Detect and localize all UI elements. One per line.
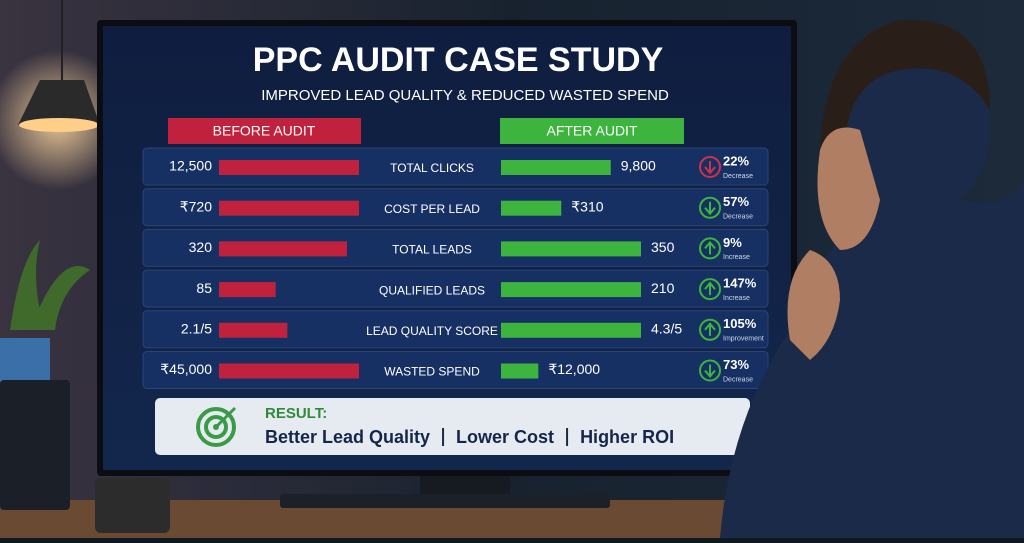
bar [219, 200, 359, 216]
change-arrow [704, 201, 716, 216]
change-note: Increase [723, 295, 750, 302]
lamp-bulb [19, 118, 99, 132]
plant [10, 240, 90, 330]
legend-label: AFTER AUDIT [546, 123, 637, 139]
after-label: 4.3/5 [651, 321, 682, 337]
subtitle: IMPROVED LEAD QUALITY & REDUCED WASTED S… [261, 87, 669, 104]
change-icon [699, 359, 721, 382]
change-icon [699, 278, 721, 301]
result-box [155, 398, 750, 455]
lamp-shade [18, 80, 100, 125]
before-label: 2.1/5 [181, 321, 212, 337]
legend-swatch [168, 118, 361, 144]
bar [219, 363, 359, 379]
category-label: TOTAL CLICKS [390, 161, 474, 175]
before-label: 85 [196, 280, 212, 296]
change-label: 73% [723, 357, 749, 372]
change-label: 22% [723, 153, 749, 168]
change-note: Decrease [723, 173, 753, 180]
plot: BEFORE AUDIT AFTER AUDIT TOTAL CLICKS 12,50… [142, 118, 769, 389]
category-label: COST PER LEAD [384, 202, 480, 216]
monitor-base [280, 494, 610, 508]
bar [501, 363, 539, 379]
category-label: LEAD QUALITY SCORE [366, 324, 498, 338]
change-note: Improvement [723, 336, 764, 343]
result-item: Higher ROI [580, 427, 674, 447]
person-hair [820, 19, 990, 150]
change-arrow [704, 240, 716, 255]
after-label: ₹310 [571, 198, 603, 214]
after-label: ₹12,000 [548, 361, 600, 377]
category-label: WASTED SPEND [384, 365, 480, 379]
change-label: 9% [723, 235, 742, 250]
change-icon [699, 318, 721, 341]
bar [219, 241, 347, 257]
change-arrow [704, 281, 716, 296]
bar [501, 282, 641, 298]
bar [501, 322, 641, 338]
after-label: 210 [651, 280, 675, 296]
result-item: Lower Cost [456, 427, 554, 447]
change-note: Decrease [723, 214, 753, 221]
after-label: 9,800 [621, 158, 656, 174]
bar [219, 282, 276, 298]
row [142, 188, 769, 227]
person [720, 19, 1024, 538]
after-label: 350 [651, 239, 675, 255]
result-item: Better Lead Quality [265, 427, 430, 447]
before-label: ₹720 [180, 198, 212, 214]
bar [501, 160, 611, 175]
laptop [0, 380, 70, 510]
bar [501, 200, 562, 216]
result-heading: RESULT: [265, 405, 327, 422]
row [142, 269, 769, 308]
category-label: TOTAL LEADS [392, 243, 472, 257]
before-label: 320 [189, 239, 213, 255]
change-label: 57% [723, 194, 749, 209]
bar [501, 241, 641, 257]
person-face [817, 127, 880, 250]
change-icon [699, 237, 721, 260]
change-label: 105% [723, 316, 757, 331]
change-icon [699, 156, 721, 178]
change-note: Decrease [723, 376, 753, 383]
before-label: ₹45,000 [160, 361, 212, 377]
legend-label: BEFORE AUDIT [213, 123, 316, 139]
change-note: Increase [723, 254, 750, 261]
category-label: QUALIFIED LEADS [379, 283, 485, 297]
title: PPC AUDIT CASE STUDY [253, 41, 664, 79]
row [142, 147, 769, 186]
bar [219, 160, 359, 175]
change-arrow [704, 161, 716, 175]
legend-swatch [500, 118, 684, 144]
mug [95, 478, 170, 533]
before-label: 12,500 [169, 158, 212, 174]
bar [219, 322, 288, 338]
person-hand [787, 250, 840, 360]
change-icon [699, 196, 721, 219]
result-items: Better Lead Quality Lower Cost Higher ROI [265, 427, 674, 447]
change-arrow [704, 364, 716, 379]
change-label: 147% [723, 276, 757, 291]
row [142, 310, 769, 349]
row [142, 228, 769, 267]
target-icon [196, 406, 237, 447]
change-arrow [704, 322, 716, 336]
